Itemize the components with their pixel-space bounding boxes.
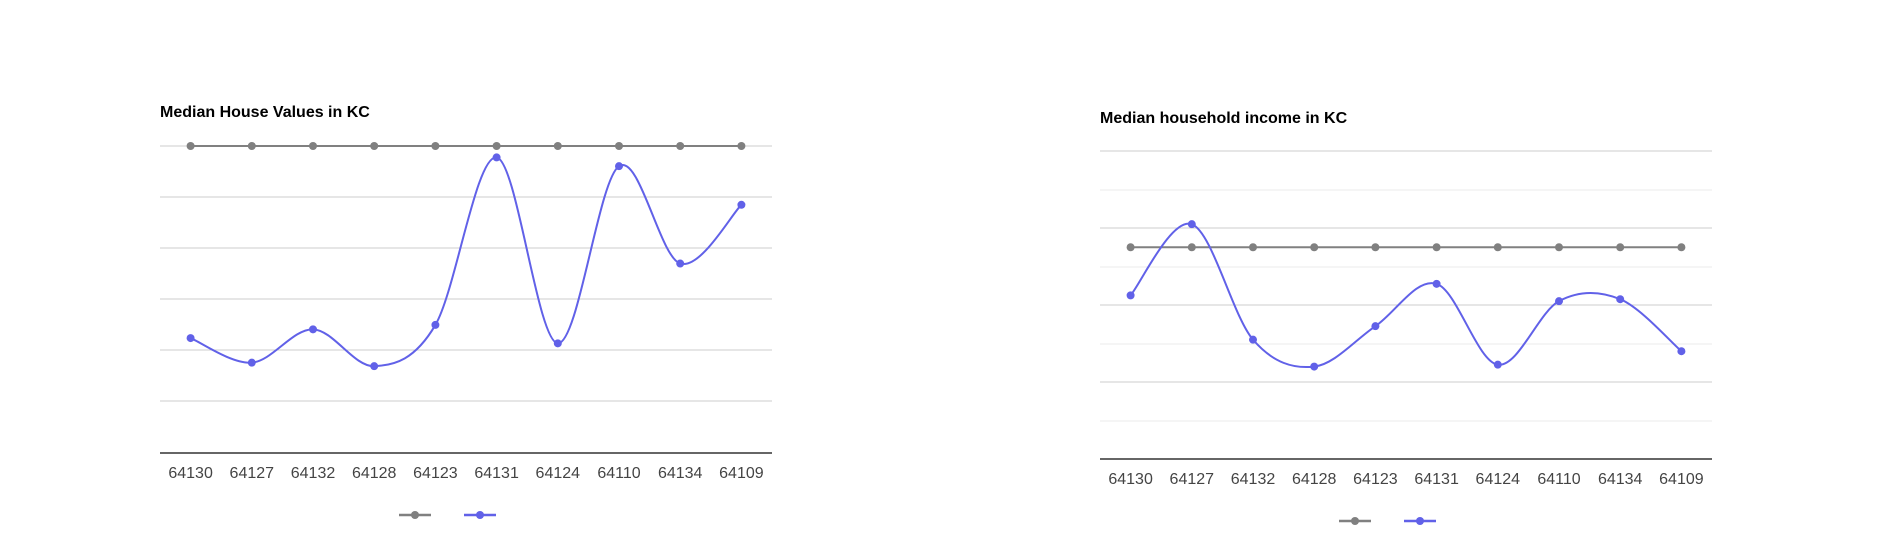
x-tick-label: 64110 — [1537, 471, 1580, 488]
x-tick-label: 64109 — [719, 465, 764, 482]
x-tick-label: 64109 — [1659, 471, 1704, 488]
legend-marker — [411, 511, 419, 519]
data-point[interactable] — [309, 142, 317, 150]
data-point[interactable] — [1677, 347, 1686, 356]
x-tick-label: 64131 — [1414, 471, 1459, 488]
x-tick-label: 64134 — [1598, 471, 1643, 488]
data-point[interactable] — [1371, 243, 1380, 252]
x-tick-label: 64128 — [352, 465, 397, 482]
data-point[interactable] — [1371, 322, 1380, 331]
x-tick-label: 64130 — [1108, 471, 1153, 488]
x-tick-label: 64128 — [1292, 471, 1337, 488]
data-point[interactable] — [1310, 243, 1319, 252]
data-point[interactable] — [615, 142, 623, 150]
legend-item[interactable] — [464, 511, 496, 519]
legend-item[interactable] — [399, 511, 431, 519]
data-point[interactable] — [370, 142, 379, 150]
series-line — [190, 156, 743, 368]
x-tick-label: 64132 — [291, 465, 336, 482]
legend-item[interactable] — [1404, 517, 1436, 525]
data-point[interactable] — [1616, 243, 1625, 252]
data-point[interactable] — [1249, 335, 1257, 344]
x-tick-label: 64127 — [230, 465, 275, 482]
x-tick-label: 64123 — [1353, 471, 1398, 488]
median-household-income-chart: Median household income in KC 64130 64127 6… — [940, 0, 1880, 542]
data-point[interactable] — [1555, 243, 1563, 252]
data-point[interactable] — [492, 142, 501, 150]
chart-svg: Median House Values in KC 64130 64127 64132… — [160, 104, 772, 519]
x-tick-label: 64124 — [536, 465, 581, 482]
x-tick-label: 64123 — [413, 465, 458, 482]
data-point[interactable] — [1432, 243, 1441, 252]
data-point[interactable] — [186, 142, 195, 150]
x-tick-label: 64134 — [658, 465, 703, 482]
data-point[interactable] — [737, 142, 746, 150]
data-point[interactable] — [186, 334, 195, 343]
data-point[interactable] — [1310, 362, 1319, 371]
legend-item[interactable] — [1339, 517, 1371, 525]
series-line — [1129, 222, 1683, 369]
data-point[interactable] — [1493, 360, 1502, 369]
data-point[interactable] — [1677, 243, 1686, 252]
data-point[interactable] — [431, 320, 440, 329]
data-point[interactable] — [1555, 297, 1563, 306]
data-point[interactable] — [615, 162, 623, 171]
x-tick-label: 64132 — [1231, 471, 1276, 488]
legend-marker — [476, 511, 484, 519]
x-tick-label: 64131 — [474, 465, 519, 482]
data-point[interactable] — [247, 142, 256, 150]
data-point[interactable] — [676, 259, 685, 268]
data-point[interactable] — [492, 153, 501, 162]
data-point[interactable] — [1187, 220, 1196, 229]
data-point[interactable] — [247, 358, 256, 367]
data-point[interactable] — [1126, 243, 1135, 252]
data-point[interactable] — [1432, 279, 1441, 288]
data-point[interactable] — [676, 142, 685, 150]
x-tick-label: 64124 — [1476, 471, 1521, 488]
median-house-values-chart: Median House Values in KC 64130 64127 64132… — [160, 104, 772, 519]
x-tick-label: 64127 — [1170, 471, 1215, 488]
data-point[interactable] — [1616, 295, 1625, 304]
legend-marker — [1416, 517, 1424, 525]
data-point[interactable] — [370, 362, 379, 371]
data-point[interactable] — [553, 142, 562, 150]
chart-title: Median household income in KC — [1100, 110, 1348, 127]
data-point[interactable] — [431, 142, 440, 150]
data-point[interactable] — [1493, 243, 1502, 252]
data-point[interactable] — [553, 339, 562, 348]
legend-marker — [1351, 517, 1359, 525]
data-point[interactable] — [309, 325, 317, 334]
x-tick-label: 64130 — [168, 465, 213, 482]
data-point[interactable] — [1249, 243, 1257, 252]
data-point[interactable] — [737, 200, 746, 209]
chart-svg: Median household income in KC 64130 64127 6… — [1100, 110, 1712, 525]
data-point[interactable] — [1126, 291, 1135, 300]
chart-title: Median House Values in KC — [160, 104, 370, 121]
x-tick-label: 64110 — [597, 465, 640, 482]
data-point[interactable] — [1187, 243, 1196, 252]
